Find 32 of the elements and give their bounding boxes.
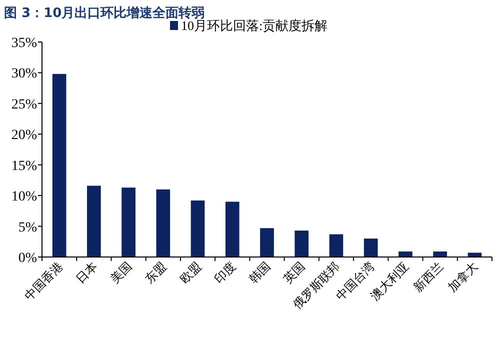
y-tick-label: 20%: [11, 128, 38, 144]
y-tick-label: 30%: [11, 66, 38, 82]
legend-label: 10月环比回落:贡献度拆解: [181, 18, 328, 33]
bar: [433, 251, 447, 257]
x-tick-label: 新西兰: [410, 259, 446, 295]
bar: [294, 230, 309, 257]
x-tick-label: 加拿大: [445, 259, 481, 295]
y-tick-label: 5%: [18, 220, 38, 236]
bar: [156, 189, 170, 257]
y-tick-label: 10%: [11, 190, 38, 205]
bar: [122, 188, 136, 257]
x-tick-label: 欧盟: [177, 259, 204, 286]
bar: [52, 74, 66, 257]
y-tick-label: 0%: [18, 251, 38, 266]
y-tick-label: 35%: [11, 36, 38, 51]
bar: [329, 234, 344, 257]
bar: [87, 186, 101, 257]
x-tick-label: 印度: [212, 259, 239, 286]
y-tick-label: 25%: [11, 97, 38, 112]
bar: [260, 228, 274, 257]
bar: [364, 238, 378, 257]
x-tick-label: 美国: [108, 259, 135, 286]
x-tick-label: 日本: [73, 259, 100, 286]
bar: [468, 252, 482, 257]
bar: [225, 202, 240, 257]
bar: [398, 251, 412, 257]
x-tick-label: 韩国: [246, 259, 274, 286]
x-tick-label: 东盟: [142, 259, 170, 286]
x-tick-label: 英国: [280, 259, 308, 286]
chart-title: 图 3：10月出口环比增速全面转弱: [4, 6, 205, 21]
y-tick-label: 15%: [11, 158, 38, 174]
bar: [190, 200, 205, 257]
